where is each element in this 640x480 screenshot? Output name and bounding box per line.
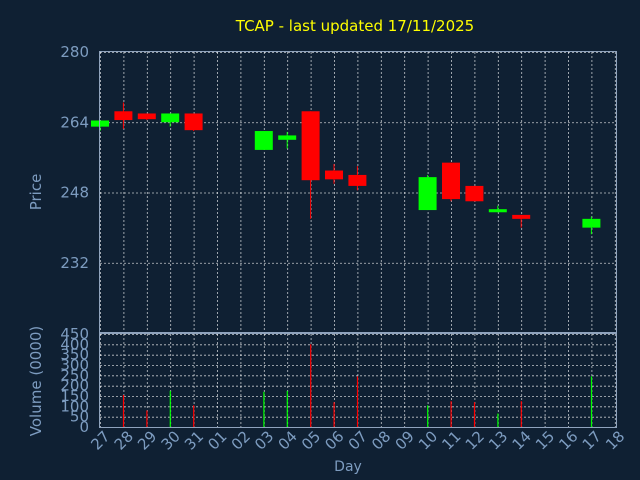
volume-y-tick-label: 450 (60, 325, 89, 343)
price-y-tick-label: 280 (60, 43, 89, 61)
volume-bar (263, 391, 265, 427)
candle-body (582, 218, 601, 228)
volume-bar (590, 376, 593, 427)
volume-bar (427, 405, 429, 427)
price-y-tick-label: 248 (60, 184, 89, 202)
volume-bars (122, 344, 593, 427)
volume-y-tick-label: 400 (60, 335, 89, 353)
price-frame (99, 51, 617, 333)
volume-y-tick-label: 50 (70, 408, 89, 426)
volume-frame (99, 333, 617, 428)
x-axis-label: Day (334, 459, 362, 475)
volume-bar (310, 344, 312, 427)
candle-body (465, 185, 484, 202)
price-axis-label: Price (27, 174, 45, 211)
volume-bar (333, 402, 335, 427)
candle-body (184, 113, 203, 131)
price-y-tick-label: 232 (60, 254, 89, 272)
candle-body (488, 209, 507, 213)
volume-bar (146, 410, 148, 427)
x-ticks: 2728293031010203040506070809101112131415… (87, 427, 628, 453)
volume-y-tick-label: 250 (60, 366, 89, 384)
chart-title: TCAP - last updated 17/11/2025 (235, 17, 474, 35)
volume-y-tick-label: 350 (60, 346, 89, 364)
candle-body (418, 177, 437, 211)
candle-body (114, 111, 133, 121)
price-y-ticks: 232 248 264 280 (60, 43, 89, 272)
volume-bar (122, 394, 125, 427)
candle-body (442, 162, 460, 200)
volume-y-tick-label: 0 (79, 418, 89, 436)
volume-axis-label: Volume (0000) (27, 326, 45, 436)
volume-bar (520, 401, 522, 427)
volume-bar (356, 376, 359, 427)
volume-bar (193, 405, 195, 427)
price-y-tick-label: 264 (60, 113, 89, 131)
volume-bar (286, 390, 288, 427)
candle-body (348, 174, 367, 186)
candle-body (254, 131, 273, 150)
volume-y-tick-label: 300 (60, 356, 89, 374)
volume-bar (497, 413, 499, 427)
candle-body (278, 135, 297, 140)
candle-body (325, 170, 343, 180)
volume-y-tick-label: 100 (60, 397, 89, 415)
candle-body (137, 113, 156, 120)
volume-y-tick-label: 150 (60, 387, 89, 405)
volume-y-tick-label: 200 (60, 377, 89, 395)
volume-bar (450, 401, 452, 427)
volume-bar (473, 402, 476, 427)
candle-body (301, 111, 320, 181)
candle-body (512, 214, 531, 219)
candle-body (161, 113, 180, 123)
volume-bar (169, 390, 171, 427)
